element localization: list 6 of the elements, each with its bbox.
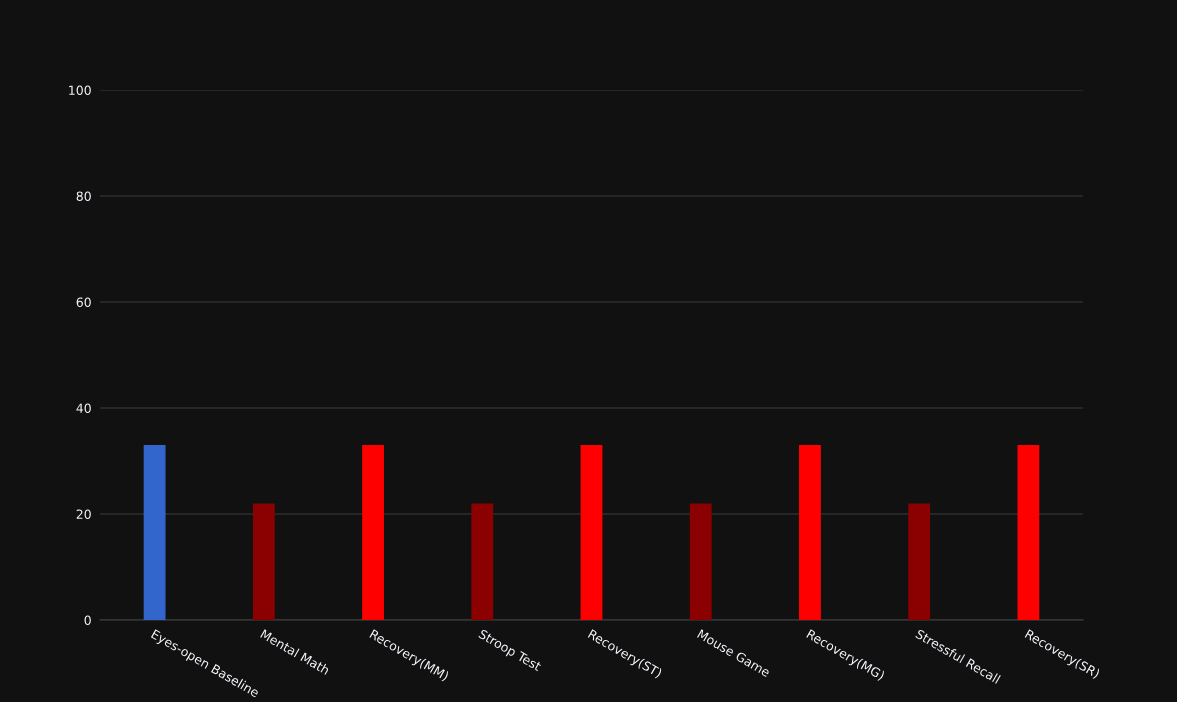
y-tick-label: 80	[76, 191, 91, 201]
y-tick-label: 100	[69, 85, 91, 95]
y-tick-label: 0	[84, 615, 91, 625]
y-tick-label: 60	[76, 297, 91, 307]
y-tick-label: 20	[76, 509, 91, 519]
y-tick-label: 40	[76, 403, 91, 413]
